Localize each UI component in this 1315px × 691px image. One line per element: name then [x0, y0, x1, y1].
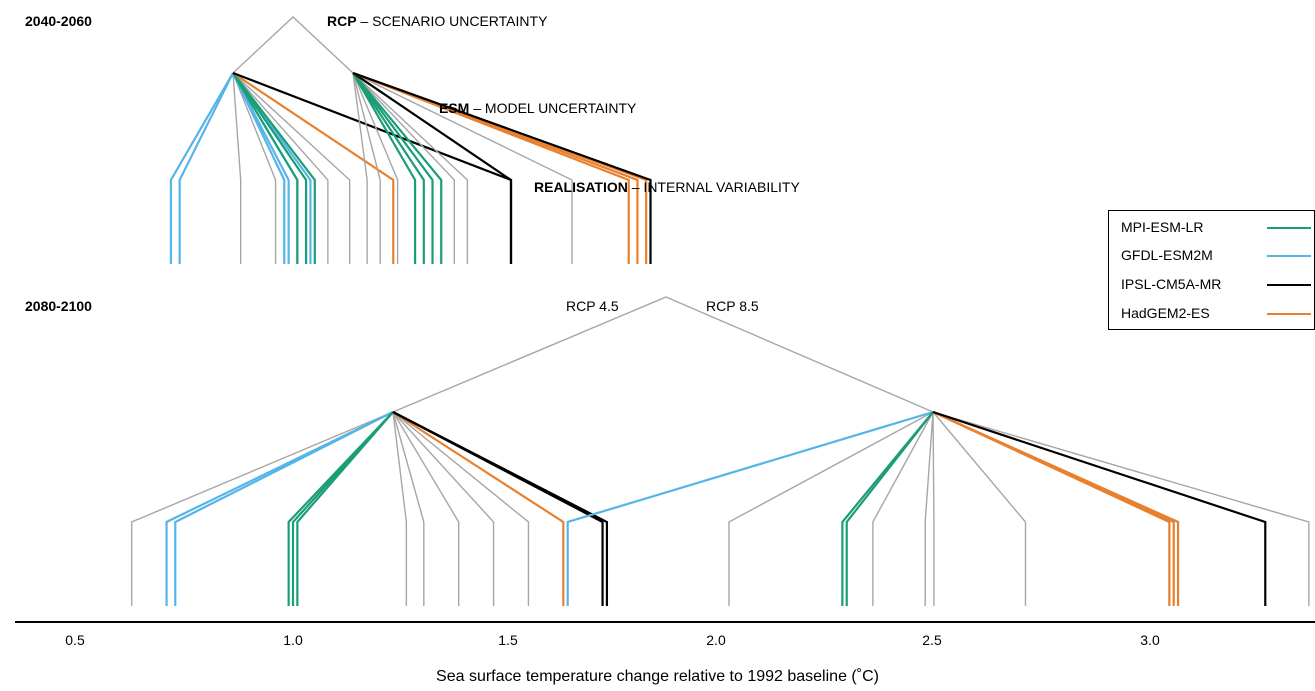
legend-item-gfdl-esm2m: GFDL-ESM2M — [1109, 243, 1315, 267]
legend-swatch — [1267, 284, 1311, 286]
level-key-realisation: REALISATION — [534, 179, 628, 195]
realisation-line — [232, 72, 277, 264]
legend-swatch — [1267, 313, 1311, 315]
realisation-line — [352, 72, 573, 264]
realisation-line — [392, 411, 460, 606]
realisation-line — [352, 72, 513, 264]
realisation-line — [232, 72, 242, 264]
realisation-line — [232, 72, 286, 264]
legend-label: IPSL-CM5A-MR — [1121, 276, 1222, 292]
level-desc-realisation: – INTERNAL VARIABILITY — [627, 179, 800, 195]
legend-item-mpi-esm-lr: MPI-ESM-LR — [1109, 215, 1315, 239]
level-desc-rcp: – SCENARIO UNCERTAINTY — [356, 13, 548, 29]
legend-item-hadgem2-es: HadGEM2-ES — [1109, 301, 1315, 325]
realisation-line — [169, 72, 234, 264]
realisation-line — [352, 72, 417, 264]
realisation-line — [352, 72, 399, 264]
realisation-line — [352, 72, 469, 264]
period-label-2040-2060: 2040-2060 — [25, 13, 92, 29]
realisation-line — [352, 72, 368, 264]
realisation-line — [232, 72, 395, 264]
realisation-line — [392, 411, 530, 606]
x-tick-label: 2.0 — [706, 632, 726, 648]
realisation-line — [932, 410, 1180, 606]
rcp85-label: RCP 8.5 — [706, 298, 759, 314]
x-tick-label: 1.5 — [498, 632, 518, 648]
legend-label: MPI-ESM-LR — [1121, 219, 1204, 235]
legend: MPI-ESM-LR GFDL-ESM2M IPSL-CM5A-MR HadGE… — [1108, 210, 1315, 330]
legend-swatch — [1267, 227, 1311, 229]
realisation-line — [352, 72, 434, 264]
realisation-line — [392, 411, 609, 606]
realisation-line — [174, 411, 394, 606]
realisation-line — [392, 411, 565, 606]
realisation-line — [232, 72, 290, 264]
realisation-line — [232, 72, 316, 264]
legend-item-ipsl-cm5a-mr: IPSL-CM5A-MR — [1109, 272, 1315, 296]
realisation-line — [872, 411, 934, 606]
level-label-realisation: REALISATION – INTERNAL VARIABILITY — [534, 179, 800, 195]
realisation-line — [232, 72, 312, 264]
realisation-line — [130, 411, 394, 606]
x-tick-label: 2.5 — [922, 632, 942, 648]
legend-label: GFDL-ESM2M — [1121, 247, 1213, 263]
realisation-line — [178, 72, 234, 264]
legend-label: HadGEM2-ES — [1121, 305, 1210, 321]
x-tick-label: 0.5 — [65, 632, 85, 648]
realisation-line — [232, 72, 351, 264]
realisation-line — [352, 72, 443, 264]
x-axis-label: Sea surface temperature change relative … — [436, 668, 879, 685]
realisation-line — [392, 411, 495, 606]
legend-swatch — [1267, 255, 1311, 257]
realisation-line — [932, 411, 1027, 606]
level-key-esm: ESM — [439, 100, 470, 116]
level-key-rcp: RCP — [327, 13, 357, 29]
tree-2080-2100 — [130, 296, 1310, 606]
realisation-line — [232, 72, 308, 264]
realisation-line — [165, 411, 394, 606]
realisation-line — [352, 72, 381, 264]
tree-2040-2060 — [169, 16, 652, 264]
realisation-line — [932, 411, 1171, 606]
x-tick-label: 1.0 — [283, 632, 303, 648]
realisation-line — [566, 410, 934, 606]
realisation-line — [841, 411, 934, 606]
realisation-line — [352, 71, 652, 264]
realisation-line — [932, 411, 1310, 606]
realisation-line — [352, 72, 456, 264]
realisation-line — [296, 411, 394, 606]
realisation-line — [932, 410, 1267, 606]
x-tick-label: 3.0 — [1140, 632, 1160, 648]
realisation-line — [232, 72, 329, 264]
level-label-esm: ESM – MODEL UNCERTAINTY — [439, 100, 636, 116]
realisation-line — [352, 72, 425, 264]
rcp-branch — [392, 296, 934, 413]
rcp45-label: RCP 4.5 — [566, 298, 619, 314]
realisation-line — [932, 410, 1175, 606]
level-desc-esm: – MODEL UNCERTAINTY — [469, 100, 637, 116]
realisation-line — [392, 411, 425, 606]
rcp-branch — [232, 16, 354, 74]
realisation-line — [924, 411, 934, 606]
level-label-rcp: RCP – SCENARIO UNCERTAINTY — [327, 13, 547, 29]
realisation-line — [932, 411, 935, 606]
period-label-2080-2100: 2080-2100 — [25, 298, 92, 314]
realisation-line — [845, 411, 934, 606]
realisation-line — [392, 411, 408, 606]
realisation-line — [232, 72, 299, 264]
realisation-line — [728, 411, 934, 606]
